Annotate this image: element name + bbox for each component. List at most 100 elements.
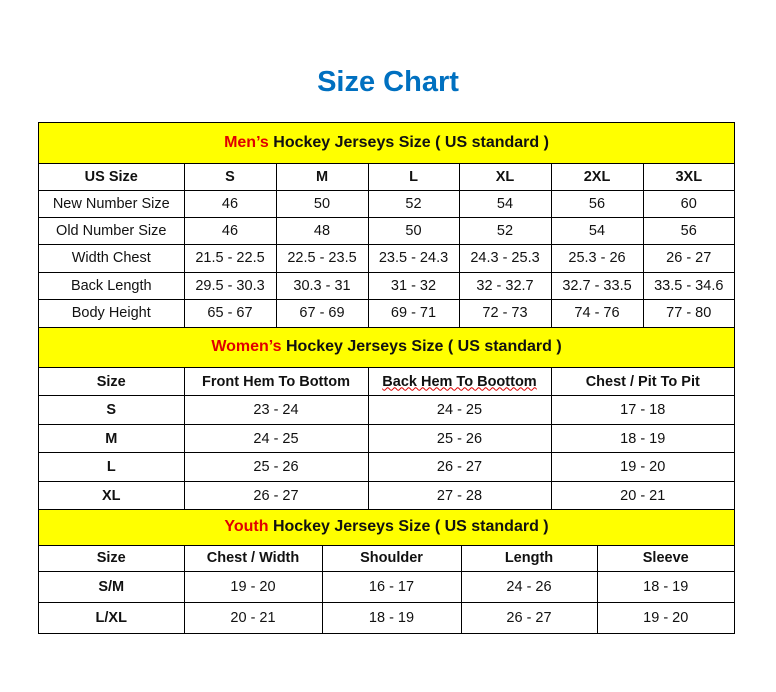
- table-cell: 60: [643, 190, 734, 218]
- youth-section-title: Youth Hockey Jerseys Size ( US standard …: [39, 510, 734, 546]
- table-cell: 22.5 - 23.5: [276, 244, 369, 273]
- youth-table: Youth Hockey Jerseys Size ( US standard …: [39, 510, 734, 634]
- table-cell: 26 - 27: [368, 452, 552, 482]
- table-cell: 50: [276, 190, 369, 218]
- table-cell: 24 - 26: [461, 571, 598, 603]
- table-cell: 32 - 32.7: [459, 272, 552, 300]
- column-header: L: [368, 163, 460, 191]
- table-cell: 24 - 25: [184, 424, 369, 453]
- column-header: 2XL: [551, 163, 644, 191]
- table-cell: 33.5 - 34.6: [643, 272, 734, 300]
- table-cell: 56: [551, 190, 644, 218]
- men-section-title: Men’s Hockey Jerseys Size ( US standard …: [39, 123, 734, 164]
- column-header: M: [276, 163, 369, 191]
- column-header: Chest / Width: [184, 545, 323, 572]
- column-header: Shoulder: [322, 545, 462, 572]
- page-title: Size Chart: [317, 66, 459, 98]
- row-label: Body Height: [39, 299, 185, 328]
- table-cell: 69 - 71: [368, 299, 460, 328]
- column-header: Size: [39, 367, 185, 396]
- row-label: XL: [39, 481, 185, 510]
- column-header: 3XL: [643, 163, 734, 191]
- men-header-row: US Size S M L XL 2XL 3XL: [39, 163, 734, 191]
- table-row: L 25 - 26 26 - 27 19 - 20: [39, 452, 734, 482]
- column-header: Front Hem To Bottom: [184, 367, 369, 396]
- row-label: Old Number Size: [39, 217, 185, 245]
- table-row: S/M 19 - 20 16 - 17 24 - 26 18 - 19: [39, 571, 734, 603]
- men-label-rest: Hockey Jerseys Size ( US standard ): [268, 133, 549, 151]
- table-row: New Number Size 46 50 52 54 56 60: [39, 190, 734, 218]
- table-cell: 19 - 20: [184, 571, 323, 603]
- table-cell: 30.3 - 31: [276, 272, 369, 300]
- column-header: Chest / Pit To Pit: [551, 367, 734, 396]
- row-label: L/XL: [39, 602, 185, 634]
- table-cell: 72 - 73: [459, 299, 552, 328]
- table-cell: 54: [459, 190, 552, 218]
- table-cell: 21.5 - 22.5: [184, 244, 277, 273]
- table-cell: 19 - 20: [551, 452, 734, 482]
- table-cell: 46: [184, 190, 277, 218]
- table-cell: 56: [643, 217, 734, 245]
- table-cell: 23.5 - 24.3: [368, 244, 460, 273]
- women-section-title: Women’s Hockey Jerseys Size ( US standar…: [39, 327, 734, 368]
- women-label-rest: Hockey Jerseys Size ( US standard ): [281, 338, 562, 356]
- youth-label-rest: Hockey Jerseys Size ( US standard ): [268, 518, 549, 536]
- table-cell: 24.3 - 25.3: [459, 244, 552, 273]
- table-cell: 20 - 21: [184, 602, 323, 634]
- row-label: L: [39, 452, 185, 482]
- row-label: S/M: [39, 571, 185, 603]
- youth-label: Youth: [224, 518, 269, 536]
- women-label: Women’s: [211, 338, 282, 356]
- table-cell: 25 - 26: [184, 452, 369, 482]
- table-row: Body Height 65 - 67 67 - 69 69 - 71 72 - 73 7…: [39, 299, 734, 328]
- column-header: Sleeve: [597, 545, 734, 572]
- table-row: Width Chest 21.5 - 22.5 22.5 - 23.5 23.5 - …: [39, 244, 734, 273]
- women-table: Women’s Hockey Jerseys Size ( US standar…: [39, 327, 734, 510]
- table-cell: 31 - 32: [368, 272, 460, 300]
- table-cell: 54: [551, 217, 644, 245]
- table-cell: 18 - 19: [551, 424, 734, 453]
- column-header: Size: [39, 545, 185, 572]
- table-cell: 29.5 - 30.3: [184, 272, 277, 300]
- table-cell: 17 - 18: [551, 395, 734, 425]
- table-row: L/XL 20 - 21 18 - 19 26 - 27 19 - 20: [39, 602, 734, 634]
- row-label: Back Length: [39, 272, 185, 300]
- table-cell: 74 - 76: [551, 299, 644, 328]
- table-cell: 46: [184, 217, 277, 245]
- table-cell: 65 - 67: [184, 299, 277, 328]
- table-cell: 26 - 27: [184, 481, 369, 510]
- table-cell: 26 - 27: [461, 602, 598, 634]
- column-header: Length: [461, 545, 598, 572]
- row-label: M: [39, 424, 185, 453]
- table-cell: 24 - 25: [368, 395, 552, 425]
- youth-header-row: Size Chest / Width Shoulder Length Sleeve: [39, 545, 734, 572]
- row-label: Width Chest: [39, 244, 185, 273]
- table-cell: 50: [368, 217, 460, 245]
- row-label: New Number Size: [39, 190, 185, 218]
- table-cell: 32.7 - 33.5: [551, 272, 644, 300]
- table-cell: 20 - 21: [551, 481, 734, 510]
- table-cell: 25 - 26: [368, 424, 552, 453]
- table-cell: 23 - 24: [184, 395, 369, 425]
- row-label: S: [39, 395, 185, 425]
- table-row: Back Length 29.5 - 30.3 30.3 - 31 31 - 32 32…: [39, 272, 734, 300]
- column-header-text: Back Hem To Boottom: [382, 373, 537, 390]
- table-row: XL 26 - 27 27 - 28 20 - 21: [39, 481, 734, 510]
- table-cell: 77 - 80: [643, 299, 734, 328]
- women-header-row: Size Front Hem To Bottom Back Hem To Boott…: [39, 367, 734, 396]
- table-row: Old Number Size 46 48 50 52 54 56: [39, 217, 734, 245]
- table-row: M 24 - 25 25 - 26 18 - 19: [39, 424, 734, 453]
- table-cell: 52: [459, 217, 552, 245]
- table-cell: 18 - 19: [597, 571, 734, 603]
- column-header: S: [184, 163, 277, 191]
- size-chart: Men’s Hockey Jerseys Size ( US standard …: [38, 122, 735, 634]
- table-cell: 67 - 69: [276, 299, 369, 328]
- table-cell: 16 - 17: [322, 571, 462, 603]
- men-table: Men’s Hockey Jerseys Size ( US standard …: [39, 123, 734, 328]
- table-cell: 48: [276, 217, 369, 245]
- table-cell: 26 - 27: [643, 244, 734, 273]
- table-cell: 19 - 20: [597, 602, 734, 634]
- table-row: S 23 - 24 24 - 25 17 - 18: [39, 395, 734, 425]
- table-cell: 25.3 - 26: [551, 244, 644, 273]
- column-header: XL: [459, 163, 552, 191]
